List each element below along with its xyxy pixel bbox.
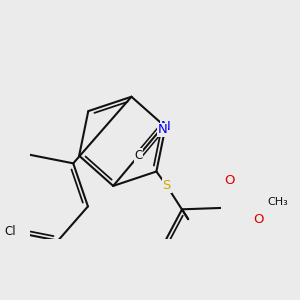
Text: O: O [254,213,264,226]
Text: S: S [163,179,171,192]
Text: Cl: Cl [4,225,16,239]
Text: O: O [224,174,234,187]
Text: N: N [160,120,170,134]
Text: CH₃: CH₃ [267,197,288,207]
Text: C: C [134,149,143,162]
Text: N: N [157,123,167,136]
